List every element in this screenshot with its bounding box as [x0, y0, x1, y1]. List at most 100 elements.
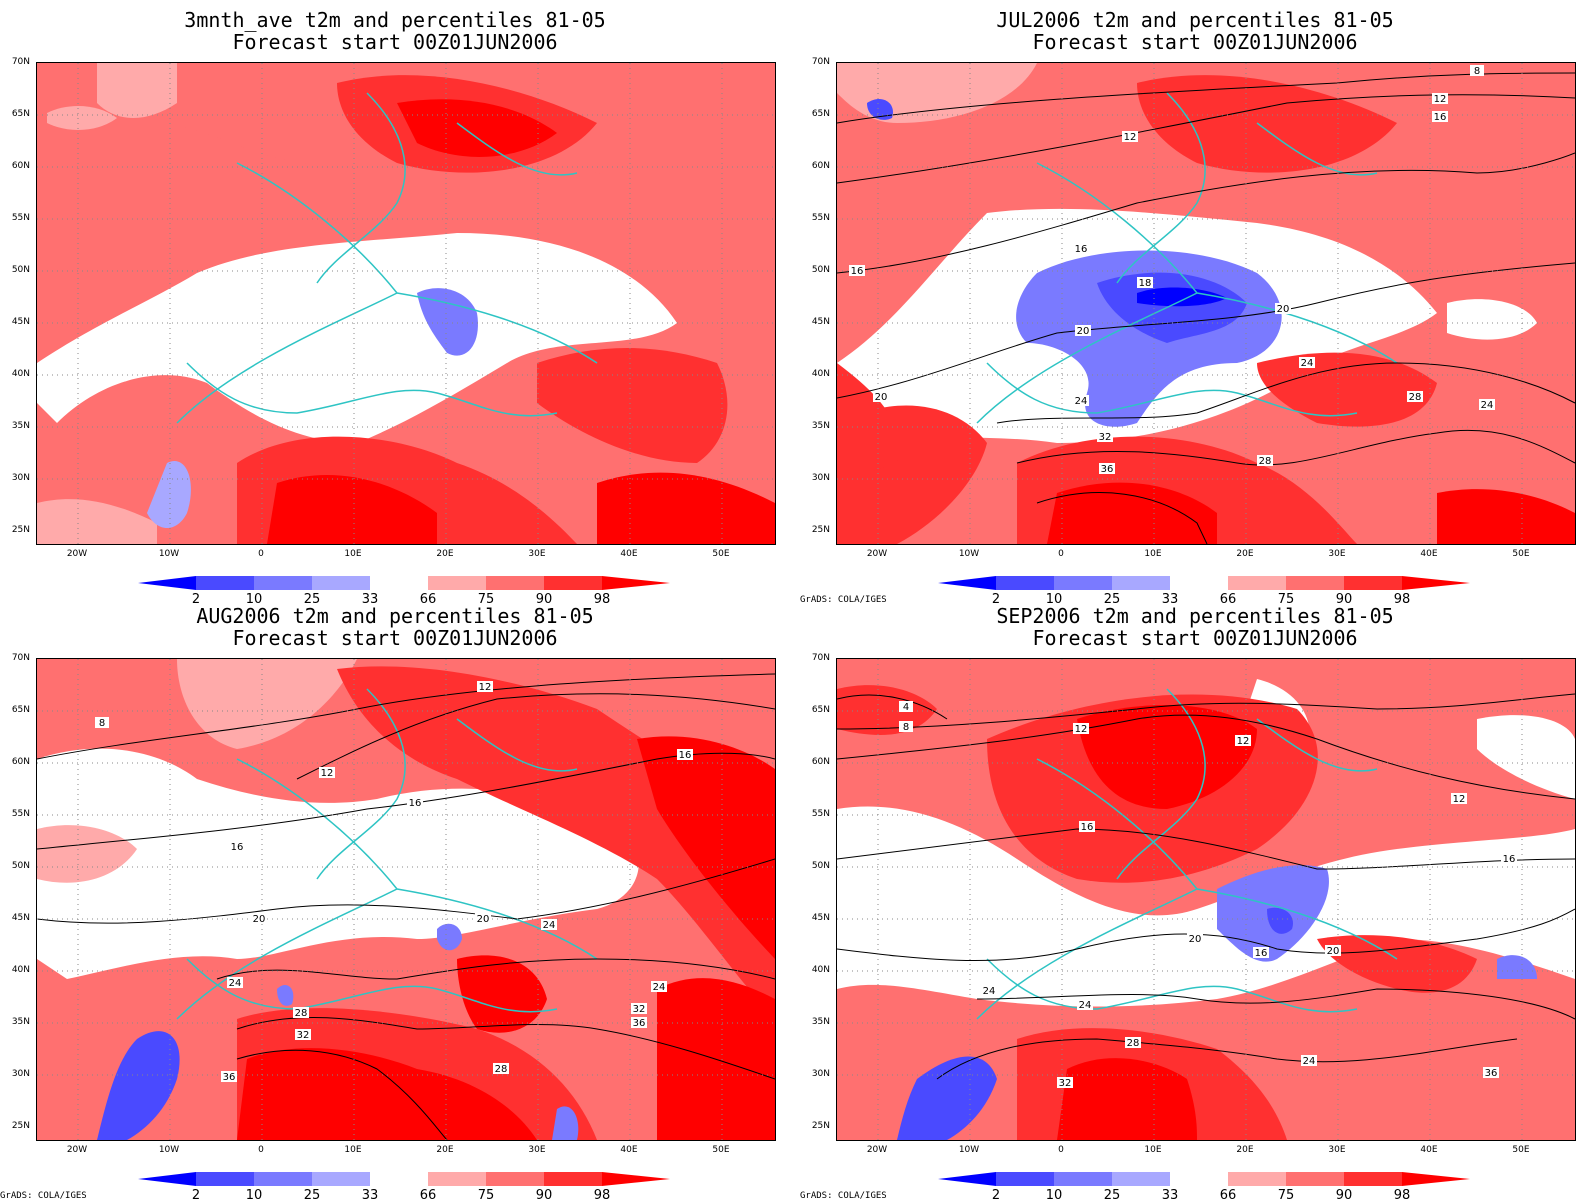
contour-label: 28 — [1259, 456, 1272, 467]
contour-label: 36 — [633, 1018, 646, 1029]
contour-label: 20 — [1327, 946, 1340, 957]
lat-label: 60N — [811, 757, 830, 767]
contour-label: 32 — [1099, 432, 1112, 443]
lon-label: 20E — [436, 549, 454, 559]
contour-label: 24 — [1301, 358, 1314, 369]
panel-subtitle: Forecast start 00Z01JUN2006 — [1032, 626, 1358, 650]
lon-label: 20W — [66, 549, 88, 559]
map-panel-3mnth: 3mnth_ave t2m and percentiles 81-05 Fore… — [0, 0, 790, 607]
colorbar-label: 2 — [991, 592, 1001, 607]
colorbar-label: 90 — [1335, 592, 1353, 607]
lon-label: 20E — [1236, 1145, 1254, 1155]
lon-label: 50E — [712, 1145, 730, 1155]
lat-label: 65N — [11, 705, 30, 715]
lon-label: 0 — [258, 1145, 264, 1155]
contour-label: 28 — [295, 1008, 308, 1019]
contour-label: 20 — [253, 914, 266, 925]
contour-label: 24 — [983, 986, 996, 997]
lon-label: 40E — [1420, 1145, 1438, 1155]
contour-label: 16 — [679, 750, 692, 761]
contour-label: 24 — [1079, 1000, 1092, 1011]
grads-credit: GrADS: COLA/IGES — [800, 1191, 887, 1201]
contour-label: 24 — [1303, 1056, 1316, 1067]
contour-label: 32 — [297, 1030, 310, 1041]
percentile-map: 8 12 12 16 16 16 20 20 24 24 24 28 32 36… — [36, 658, 776, 1141]
lat-label: 40N — [811, 965, 830, 975]
lat-label: 55N — [11, 809, 30, 819]
lat-label: 55N — [811, 213, 830, 223]
lon-label: 40E — [620, 549, 638, 559]
contour-label: 20 — [875, 392, 888, 403]
contour-label: 28 — [1409, 392, 1422, 403]
lat-label: 45N — [811, 317, 830, 327]
contour-label: 4 — [903, 702, 909, 713]
contour-label: 20 — [1277, 304, 1290, 315]
lat-label: 40N — [811, 369, 830, 379]
contour-label: 36 — [223, 1072, 236, 1083]
lat-label: 25N — [11, 1121, 30, 1131]
contour-label: 36 — [1101, 464, 1114, 475]
lat-label: 65N — [811, 705, 830, 715]
lat-label: 50N — [811, 861, 830, 871]
contour-label: 28 — [1127, 1038, 1140, 1049]
colorbar-label: 98 — [1393, 592, 1411, 607]
lon-label: 0 — [258, 549, 264, 559]
lon-label: 50E — [712, 549, 730, 559]
lat-label: 55N — [811, 809, 830, 819]
colorbar-label: 25 — [1103, 592, 1121, 607]
panel-title: AUG2006 t2m and percentiles 81-05 — [196, 604, 594, 628]
contour-label: 24 — [543, 920, 556, 931]
colorbar — [138, 576, 670, 590]
colorbar-label: 75 — [477, 592, 495, 607]
contour-label: 16 — [231, 842, 244, 853]
contour-label: 12 — [1237, 736, 1250, 747]
lon-label: 40E — [1420, 549, 1438, 559]
contour-label: 16 — [1255, 948, 1268, 959]
contour-label: 8 — [1474, 66, 1480, 77]
panel-title: JUL2006 t2m and percentiles 81-05 — [996, 8, 1394, 32]
contour-label: 16 — [1081, 822, 1094, 833]
lat-label: 25N — [11, 525, 30, 535]
colorbar-label: 90 — [535, 592, 553, 607]
map-panel-aug: AUG2006 t2m and percentiles 81-05 Foreca… — [0, 596, 790, 1203]
lat-label: 65N — [811, 109, 830, 119]
lon-label: 30E — [528, 1145, 546, 1155]
lat-label: 45N — [11, 913, 30, 923]
lon-label: 50E — [1512, 1145, 1530, 1155]
lat-label: 55N — [11, 213, 30, 223]
lat-label: 65N — [11, 109, 30, 119]
lat-label: 45N — [811, 913, 830, 923]
colorbar-label: 10 — [245, 592, 263, 607]
lon-label: 20W — [866, 1145, 888, 1155]
contour-label: 20 — [1189, 934, 1202, 945]
panel-subtitle: Forecast start 00Z01JUN2006 — [232, 626, 558, 650]
lat-label: 50N — [11, 265, 30, 275]
contour-label: 28 — [495, 1064, 508, 1075]
lat-label: 35N — [811, 421, 830, 431]
lon-label: 30E — [528, 549, 546, 559]
lat-label: 30N — [811, 1069, 830, 1079]
lon-label: 10E — [1144, 1145, 1162, 1155]
grads-credit: GrADS: COLA/IGES — [800, 595, 887, 605]
colorbar-label: 33 — [361, 592, 379, 607]
colorbar — [938, 1172, 1470, 1186]
colorbar-label: 10 — [1045, 592, 1063, 607]
lat-label: 35N — [11, 1017, 30, 1027]
lat-label: 70N — [11, 653, 30, 663]
lat-label: 30N — [811, 473, 830, 483]
contour-label: 24 — [229, 978, 242, 989]
contour-label: 8 — [903, 722, 909, 733]
lon-label: 10W — [158, 1145, 180, 1155]
lon-label: 20E — [1236, 549, 1254, 559]
lat-label: 60N — [11, 757, 30, 767]
lon-label: 30E — [1328, 1145, 1346, 1155]
colorbar-label: 25 — [303, 592, 321, 607]
percentile-map: 8 12 12 16 16 16 18 20 20 20 24 24 24 28… — [836, 62, 1576, 545]
lat-label: 60N — [811, 161, 830, 171]
lon-label: 50E — [1512, 549, 1530, 559]
map-panel-sep: SEP2006 t2m and percentiles 81-05 Foreca… — [800, 596, 1590, 1203]
colorbar-label: 98 — [593, 592, 611, 607]
contour-label: 16 — [409, 798, 422, 809]
contour-label: 20 — [1077, 326, 1090, 337]
lon-label: 20E — [436, 1145, 454, 1155]
